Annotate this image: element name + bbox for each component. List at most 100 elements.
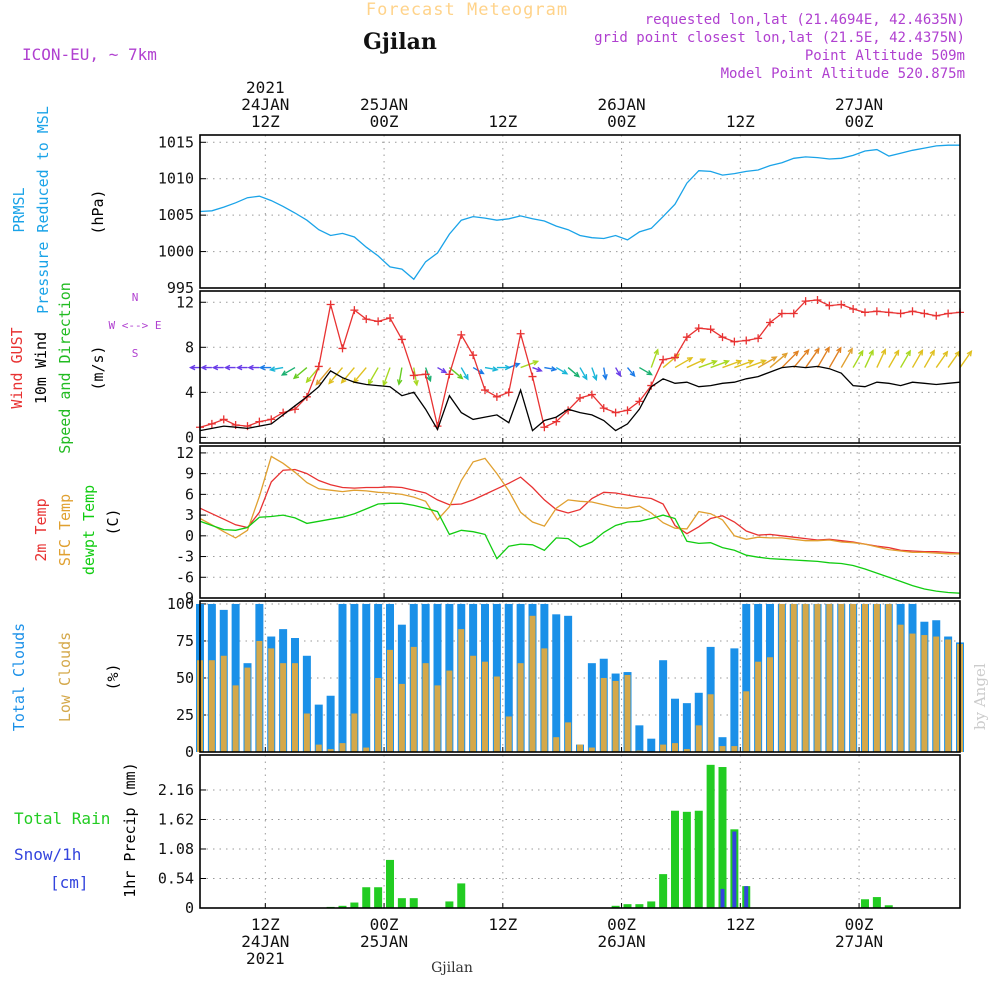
y-tick-label: 2.16	[158, 781, 194, 799]
wind-barb	[367, 367, 379, 385]
cloud-low-bar	[268, 648, 275, 752]
bottom-time-label: 2021	[246, 949, 285, 968]
wind-barb-head	[532, 360, 540, 366]
wind-barb	[746, 359, 766, 369]
rain-bar	[457, 883, 466, 908]
wind-unit: (m/s)	[89, 345, 107, 390]
gust-marker	[908, 307, 917, 316]
product-title: Forecast Meteogram	[366, 0, 568, 20]
rain-bar	[647, 901, 656, 908]
wind-barb-head	[824, 346, 830, 353]
y-tick-label: 1015	[158, 133, 194, 151]
panel-frame	[199, 754, 961, 909]
pressure-long-label: Pressure Reduced to MSL	[34, 106, 52, 314]
cloud-low-bar	[767, 657, 773, 752]
wind-barb-head	[268, 366, 276, 372]
gust-marker	[445, 370, 454, 379]
wind-barb-head	[492, 366, 499, 372]
panels: 995100010051010101504812-9-6-30369120255…	[8, 106, 973, 917]
compass-west-east: W <--> E	[109, 319, 162, 332]
bottom-time-label: 00Z	[607, 915, 636, 934]
y-tick-label: 100	[167, 595, 194, 613]
wind-barb-head	[315, 379, 322, 386]
cloud-low-bar	[814, 603, 821, 752]
cloud-low-bar	[577, 744, 583, 752]
cloud-low-bar	[588, 747, 595, 752]
gust-marker	[837, 300, 846, 309]
y-tick-label: 1.08	[158, 840, 194, 858]
rain-bar	[374, 887, 383, 908]
wind-barb-head	[426, 375, 432, 383]
rain-bar	[635, 904, 644, 908]
wind-barb-head	[463, 374, 469, 381]
panel-3: 0 25 50 75 100	[167, 595, 964, 761]
y-tick-label: 1000	[158, 243, 194, 261]
wind-barb	[805, 348, 820, 368]
wind-barb-head	[615, 370, 622, 378]
gust-marker	[350, 306, 359, 315]
pressure-unit: (hPa)	[89, 189, 107, 234]
cloud-low-bar	[517, 663, 524, 752]
cloud-total-bar	[730, 648, 739, 752]
wind-direction-label: Speed and Direction	[56, 282, 74, 454]
snow-unit: [cm]	[50, 873, 89, 892]
wind-barb	[722, 360, 742, 369]
wind-barb-head	[803, 348, 810, 355]
cloud-total-bar	[362, 603, 371, 752]
cloud-total-bar	[350, 603, 359, 752]
wind-barb	[382, 367, 391, 386]
wind-barb-head	[223, 364, 231, 371]
cloud-total-bar	[647, 738, 656, 752]
wind-barb	[852, 350, 864, 368]
wind-barb	[876, 349, 886, 368]
panel-4: 0 0.54 1.08 1.62 2.16	[158, 754, 961, 917]
wind-barb-head	[646, 370, 653, 376]
cloud-total-bar	[374, 603, 383, 752]
gust-marker	[813, 296, 822, 305]
side-labels: PRMSL Pressure Reduced to MSL (hPa) Wind GU…	[8, 106, 161, 898]
wind-barb	[639, 366, 652, 376]
gust-marker	[576, 393, 584, 402]
rain-bar	[362, 887, 371, 908]
wind-barb-head	[478, 368, 485, 375]
panel-frame	[199, 134, 961, 289]
cloud-low-bar	[695, 725, 702, 752]
wind-barb-head	[457, 373, 464, 380]
wind-barb-head	[781, 352, 789, 359]
gust-marker	[552, 417, 561, 426]
wind-barb-head	[629, 370, 636, 378]
wind-barb	[888, 350, 900, 368]
wind-barb-head	[905, 349, 911, 357]
wind-barb	[769, 352, 788, 369]
wind-barb	[864, 350, 874, 368]
snow-label: Snow/1h	[14, 845, 81, 864]
cloud-low-bar	[933, 636, 940, 752]
gust-marker	[766, 318, 774, 327]
cloud-low-bar	[387, 649, 393, 752]
wind-barb-head	[582, 374, 588, 381]
top-time-label: 12Z	[251, 112, 280, 131]
cloud-low-bar	[280, 663, 287, 752]
wind-barb-head	[211, 364, 219, 371]
wind-label: 10m Wind	[32, 332, 50, 404]
cloud-low-bar	[862, 603, 868, 752]
gust-marker	[682, 333, 691, 342]
wind-barb	[947, 351, 960, 368]
cloud-low-bar	[660, 744, 667, 752]
wind-barb-head	[440, 367, 448, 374]
cloud-low-bar	[565, 722, 572, 752]
wind-barb-head	[188, 364, 196, 371]
y-tick-label: 12	[176, 444, 194, 462]
y-tick-label: -6	[176, 568, 194, 586]
y-tick-label: -3	[176, 548, 194, 566]
top-time-label: 2021	[246, 78, 285, 97]
wind-barb	[710, 360, 729, 369]
gust-marker	[777, 309, 786, 318]
wind-barb-head	[382, 380, 388, 387]
gust-marker	[386, 314, 394, 323]
low-clouds-label: Low Clouds	[56, 632, 74, 722]
gust-marker	[362, 315, 371, 324]
wind-barb	[900, 350, 911, 368]
